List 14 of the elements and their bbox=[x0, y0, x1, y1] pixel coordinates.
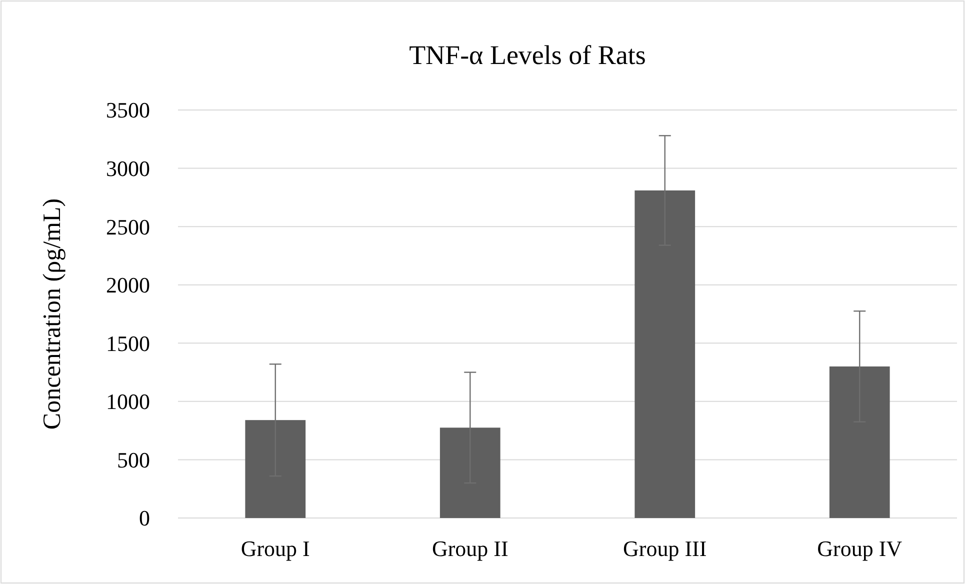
y-tick-label: 3000 bbox=[106, 156, 150, 181]
chart-title: TNF-α Levels of Rats bbox=[409, 40, 646, 70]
x-tick-label: Group IV bbox=[817, 536, 902, 561]
y-tick-label: 0 bbox=[139, 506, 150, 531]
y-tick-label: 2000 bbox=[106, 272, 150, 298]
x-tick-label: Group I bbox=[240, 536, 310, 561]
y-tick-label: 500 bbox=[117, 447, 150, 472]
x-tick-label: Group II bbox=[432, 536, 508, 561]
y-axis-title: Concentration (ρg/mL) bbox=[39, 198, 66, 430]
x-tick-label: Group III bbox=[623, 536, 707, 561]
y-tick-label: 2500 bbox=[106, 214, 150, 240]
y-tick-label: 3500 bbox=[106, 98, 150, 123]
y-tick-label: 1500 bbox=[106, 330, 150, 356]
y-tick-label: 1000 bbox=[106, 389, 150, 414]
